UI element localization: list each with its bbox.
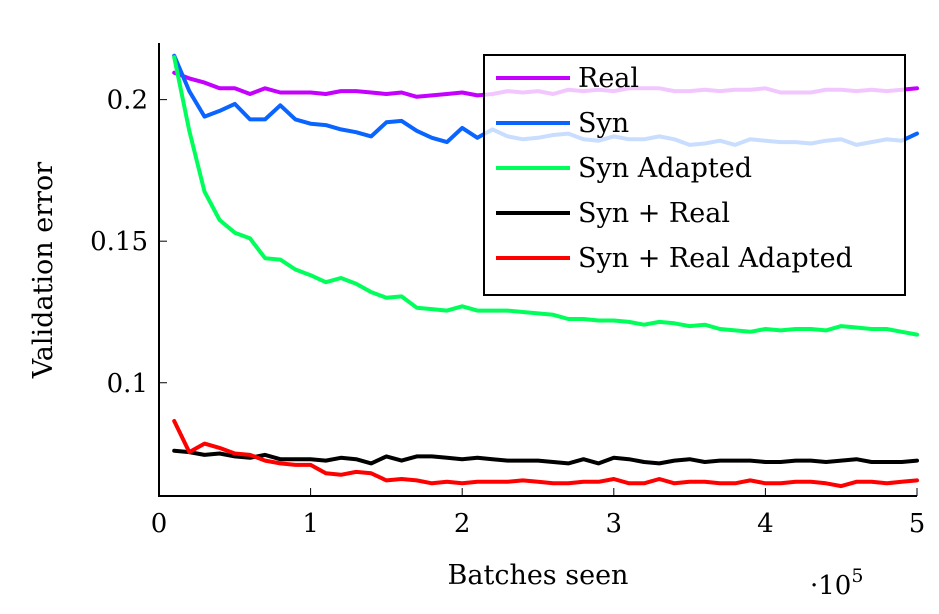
legend-item-syn-plus-real-adapted: Syn + Real Adapted [496,243,853,274]
legend-label-syn-plus-real-adapted: Syn + Real Adapted [578,243,853,274]
legend-label-real: Real [578,63,639,94]
x-tick-label: 3 [606,509,623,539]
legend-box [483,54,906,296]
series-line-syn-adapted [172,55,919,337]
x-tick-label: 1 [302,509,319,539]
x-axis-multiplier-exponent: 5 [851,565,863,587]
x-axis-title: Batches seen [448,560,629,591]
legend: Real Syn Syn Adapted Syn + Real Syn + Real A… [483,54,906,296]
legend-item-syn-plus-real: Syn + Real [496,198,730,229]
x-tick-label: 0 [151,509,168,539]
x-tick-label: 4 [757,509,774,539]
legend-item-syn-adapted: Syn Adapted [496,153,752,184]
x-tick-label: 2 [454,509,471,539]
x-axis-multiplier: ·105 [810,565,863,601]
y-tick-label: 0.15 [90,227,148,257]
legend-item-syn: Syn [496,108,629,139]
series-line-syn-plus-real-adapted [172,419,919,489]
series-syn-adapted [172,55,919,337]
y-tick-label: 0.1 [107,369,148,399]
x-axis-multiplier-base: ·10 [810,571,851,601]
series-line-syn-plus-real [172,448,919,466]
y-tick-label: 0.2 [107,86,148,116]
legend-label-syn-adapted: Syn Adapted [578,153,752,184]
legend-item-real: Real [496,63,639,94]
legend-label-syn: Syn [578,108,629,139]
x-tick-label: 5 [909,509,926,539]
ticks: 0 1 2 3 4 5 0.1 0.15 0.2 [90,86,925,539]
y-axis-title: Validation error [28,162,59,380]
series-syn-plus-real [172,448,919,466]
series-syn-plus-real-adapted [172,419,919,489]
legend-label-syn-plus-real: Syn + Real [578,198,730,229]
